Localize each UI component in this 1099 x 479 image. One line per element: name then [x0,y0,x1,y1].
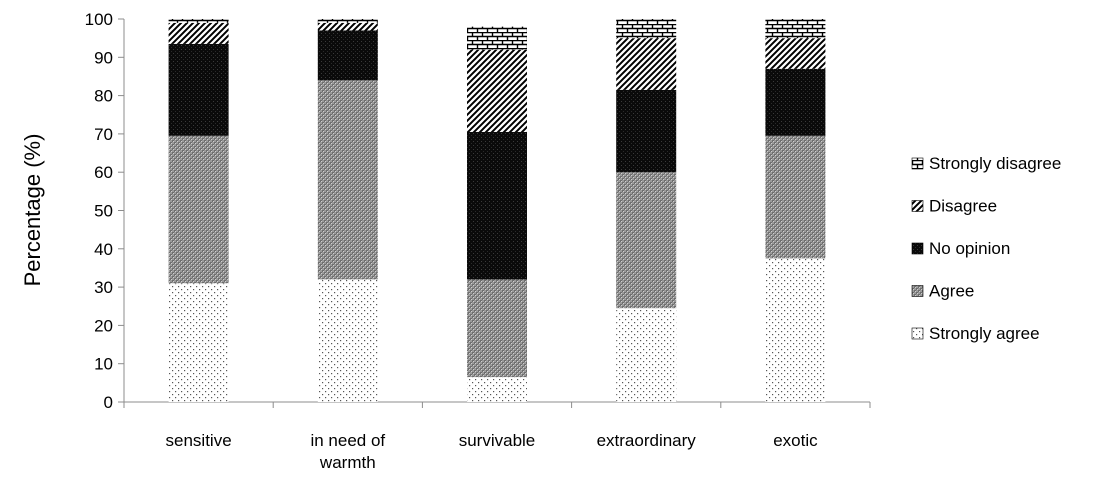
y-tick-label: 0 [104,393,113,412]
bar-segment-agree [765,135,826,259]
bar-segment-strongly-disagree [616,19,677,39]
y-tick-label: 30 [94,278,113,297]
bar-segment-strongly-disagree [467,26,527,50]
bar-segment-no-opinion [168,43,229,136]
legend-swatch [911,285,924,297]
legend-swatch [911,157,924,170]
bar-segment-strongly-disagree [317,19,378,23]
bar-segment-disagree [168,22,229,44]
y-tick-label: 90 [94,48,113,67]
bar-segment-strongly-disagree [168,19,229,23]
y-tick-label: 60 [94,163,113,182]
y-tick-label: 20 [94,316,113,335]
y-tick-label: 10 [94,355,113,374]
bar-segment-disagree [467,49,527,132]
bar-segment-no-opinion [317,30,378,81]
y-tick-label: 100 [85,10,113,29]
bar-segment-strongly-agree [317,279,378,402]
bar-segment-no-opinion [765,68,826,136]
bar-segment-agree [616,172,677,309]
bar-segment-strongly-agree [616,308,677,402]
bar-segment-strongly-agree [765,258,826,402]
legend-label: Agree [929,282,974,301]
bar-segment-disagree [317,22,378,31]
legend-label: Disagree [929,197,997,216]
bar-segment-agree [317,80,378,280]
legend-swatch [911,327,924,340]
bar-segment-disagree [616,38,677,90]
bar-segment-no-opinion [467,131,527,280]
legend-swatch [911,242,924,255]
bar-segment-strongly-agree [168,283,229,402]
y-tick-label: 80 [94,87,113,106]
legend-label: Strongly disagree [929,154,1061,173]
y-tick-label: 70 [94,125,113,144]
bar-segment-agree [168,135,229,284]
bar-segment-no-opinion [616,89,677,173]
legend-label: No opinion [929,239,1010,258]
x-category-label: extraordinary [597,431,697,450]
bar-segment-strongly-disagree [765,19,826,39]
legend-swatch [911,200,924,212]
x-category-label: sensitive [166,431,232,450]
x-category-label: in need of [310,431,385,450]
y-axis-title: Percentage (%) [20,134,45,287]
x-category-label: survivable [459,431,536,450]
legend-label: Strongly agree [929,324,1040,343]
bar-segment-disagree [765,38,826,69]
bar-segment-agree [467,279,527,378]
x-category-label: warmth [319,453,376,472]
y-tick-label: 50 [94,202,113,221]
x-category-label: exotic [773,431,818,450]
bar-segment-strongly-agree [467,377,527,402]
y-tick-label: 40 [94,240,113,259]
